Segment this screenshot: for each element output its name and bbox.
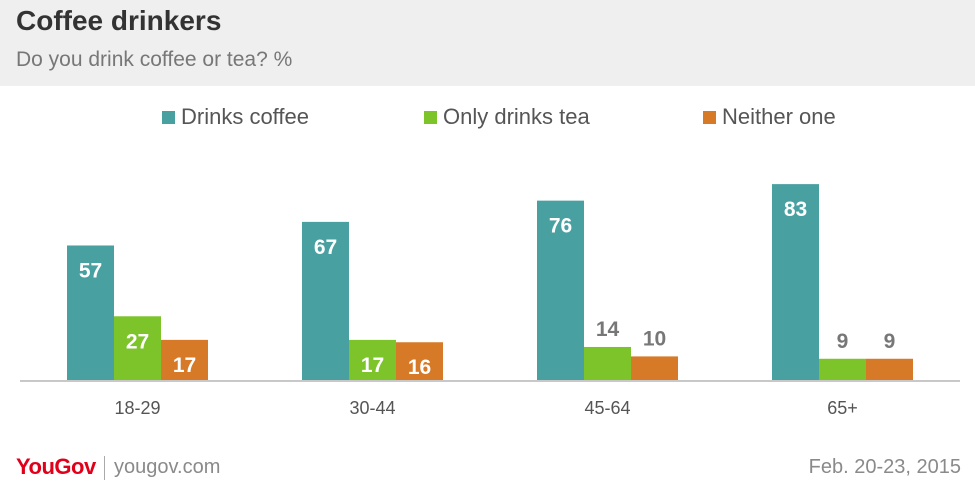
bar-tea-3: [819, 358, 866, 380]
data-label-coffee-1: 67: [314, 236, 337, 259]
bar-neither-3: [866, 358, 913, 380]
bar-neither-2: [631, 356, 678, 380]
bar-tea-1: [349, 339, 396, 380]
data-label-coffee-0: 57: [79, 259, 102, 282]
legend: Drinks coffee Only drinks tea Neither on…: [0, 103, 975, 133]
data-label-tea-2: 14: [596, 318, 620, 341]
bar-coffee-2: [537, 200, 584, 380]
x-tick-label-0: 18-29: [114, 398, 160, 418]
data-label-tea-1: 17: [361, 354, 384, 377]
data-label-coffee-3: 83: [784, 198, 807, 221]
legend-swatch-tea: [424, 110, 437, 124]
bar-coffee-1: [302, 221, 349, 380]
header: Coffee drinkers Do you drink coffee or t…: [0, 0, 975, 86]
legend-swatch-neither: [703, 110, 716, 124]
x-tick-label-2: 45-64: [584, 398, 630, 418]
footer-date: Feb. 20-23, 2015: [808, 456, 961, 478]
footer: YouGov yougov.com Feb. 20-23, 2015: [0, 450, 975, 484]
data-label-tea-3: 9: [837, 330, 849, 353]
legend-label-tea: Only drinks tea: [443, 104, 590, 129]
bar-chart: 57 27 17 18-29 67 17 16 30-44 76 14 10 45-64 83 9 9 65+: [20, 184, 960, 418]
bar-neither-1: [396, 342, 443, 380]
footer-divider: [104, 456, 105, 480]
bar-coffee-3: [772, 184, 819, 380]
legend-label-coffee: Drinks coffee: [181, 104, 309, 129]
data-label-neither-1: 16: [408, 356, 431, 379]
legend-swatch-coffee: [162, 110, 175, 124]
chart-title: Coffee drinkers: [16, 5, 222, 36]
x-tick-label-3: 65+: [827, 398, 858, 418]
yougov-logo: YouGov: [16, 454, 96, 479]
bar-neither-0: [161, 339, 208, 380]
data-label-neither-0: 17: [173, 354, 196, 377]
data-label-coffee-2: 76: [549, 215, 572, 238]
bar-coffee-0: [67, 245, 114, 380]
footer-site: yougov.com: [114, 456, 221, 478]
chart-subtitle: Do you drink coffee or tea? %: [16, 48, 293, 71]
data-label-neither-3: 9: [884, 330, 896, 353]
bar-tea-2: [584, 346, 631, 380]
x-tick-label-1: 30-44: [349, 398, 395, 418]
legend-item-coffee: Drinks coffee: [162, 103, 309, 131]
legend-item-tea: Only drinks tea: [424, 103, 590, 131]
legend-item-neither: Neither one: [703, 103, 836, 131]
data-label-neither-2: 10: [643, 327, 666, 350]
bar-tea-0: [114, 316, 161, 380]
data-label-tea-0: 27: [126, 330, 149, 353]
legend-label-neither: Neither one: [722, 104, 836, 129]
